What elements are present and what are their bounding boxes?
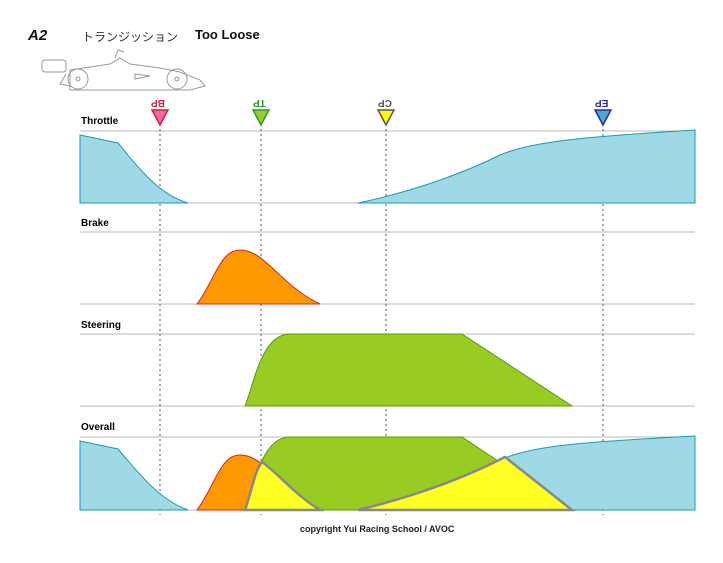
overall-label: Overall (81, 422, 115, 433)
cp-marker-icon (376, 109, 396, 127)
overall-trace (79, 435, 696, 512)
marker-tp: TP (253, 97, 266, 108)
marker-ep: EP (595, 97, 609, 108)
brake-trace (196, 249, 321, 305)
marker-cp: CP (378, 97, 392, 108)
steering-label: Steering (81, 320, 122, 331)
car-illustration-icon (41, 49, 206, 91)
bp-marker-icon (150, 109, 170, 127)
brake-label: Brake (81, 218, 109, 229)
scenario-code: A2 (28, 27, 48, 44)
marker-triangles (150, 109, 613, 127)
throttle-trace (79, 129, 696, 204)
steering-trace (244, 333, 574, 407)
tp-marker-icon (251, 109, 271, 127)
scenario-title: Too Loose (195, 27, 260, 42)
throttle-label: Throttle (81, 116, 119, 127)
marker-bp: BP (151, 97, 165, 108)
copyright-footer: copyright Yui Racing School / AVOC (300, 524, 455, 534)
scenario-title-jp: トランジッション (82, 30, 179, 44)
ep-marker-icon (593, 109, 613, 127)
